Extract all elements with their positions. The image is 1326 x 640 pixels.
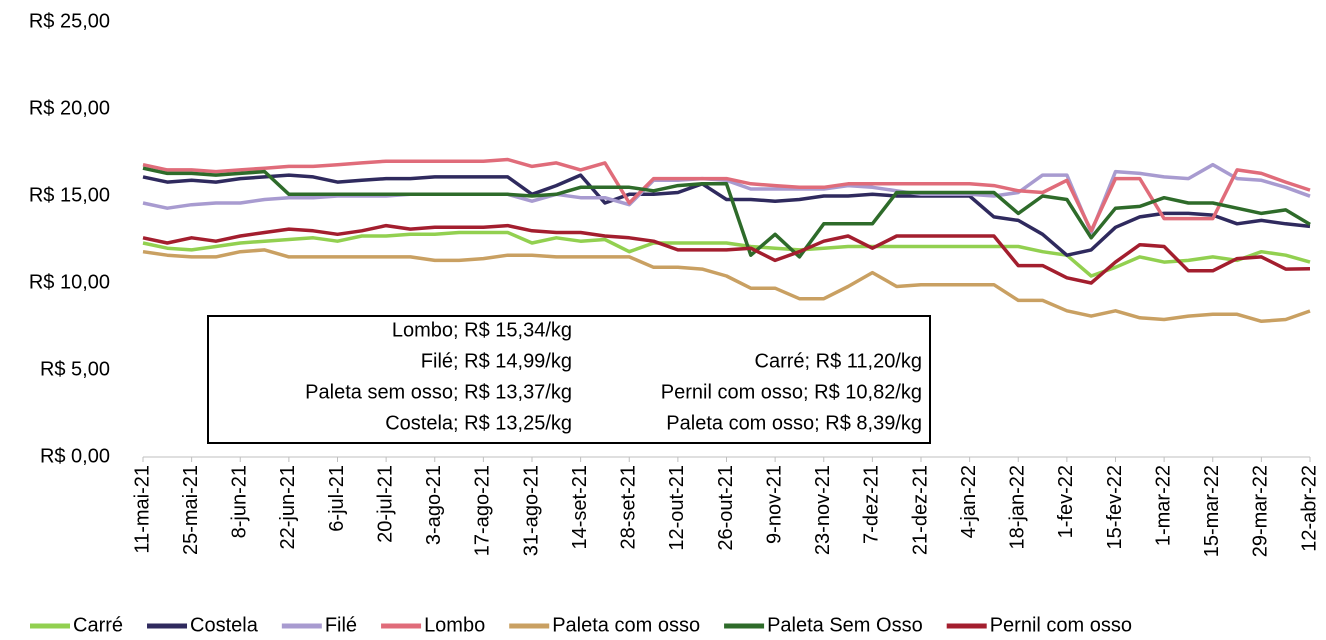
x-tick-label: 31-ago-21 [520, 465, 542, 556]
annotation-box [207, 315, 931, 444]
x-tick-label: 1-fev-22 [1055, 465, 1077, 538]
x-tick-label: 15-mar-22 [1201, 465, 1223, 557]
annotation-text: Carré; R$ 11,20/kg [755, 350, 923, 372]
annotation-text: Costela; R$ 13,25/kg [385, 412, 572, 434]
annotation-text: Pernil com osso; R$ 10,82/kg [661, 381, 922, 403]
x-tick-label: 4-jan-22 [958, 465, 980, 538]
y-tick-label: R$ 5,00 [40, 358, 110, 380]
series-line [142, 157, 1311, 233]
series-line [142, 230, 1311, 278]
x-tick-label: 28-set-21 [618, 465, 640, 550]
x-tick-label: 26-out-21 [715, 465, 737, 551]
y-tick-label: R$ 0,00 [40, 445, 110, 467]
x-tick-label: 3-ago-21 [423, 465, 445, 545]
annotation-text: Paleta sem osso; R$ 13,37/kg [305, 381, 572, 403]
x-tick-label: 21-dez-21 [909, 465, 931, 555]
x-tick-label: 25-mai-21 [180, 465, 202, 555]
series-line [142, 166, 1311, 259]
x-tick-label: 22-jun-21 [277, 465, 299, 550]
x-tick-label: 15-fev-22 [1104, 465, 1126, 550]
legend-label: Pernil com osso [990, 614, 1132, 636]
annotation-text: Filé; R$ 14,99/kg [421, 350, 572, 372]
x-tick-label: 20-jul-21 [374, 465, 396, 543]
x-tick-label: 11-mai-21 [131, 465, 153, 554]
x-tick-label: 7-dez-21 [861, 465, 883, 544]
x-tick-label: 1-mar-22 [1152, 465, 1174, 546]
x-tick-label: 12-out-21 [666, 465, 688, 551]
x-tick-label: 29-mar-22 [1250, 465, 1272, 557]
legend-label: Costela [190, 614, 259, 636]
x-tick-label: 23-nov-21 [812, 465, 834, 555]
y-tick-label: R$ 10,00 [29, 271, 110, 293]
y-tick-label: R$ 25,00 [29, 10, 110, 32]
annotation-text: Paleta com osso; R$ 8,39/kg [666, 412, 922, 434]
x-tick-label: 18-jan-22 [1007, 465, 1029, 550]
legend-label: Paleta Sem Osso [767, 614, 923, 636]
x-tick-label: 6-jul-21 [326, 465, 348, 532]
x-tick-label: 8-jun-21 [229, 465, 251, 538]
legend-label: Filé [325, 614, 357, 636]
x-tick-label: 17-ago-21 [472, 465, 494, 556]
x-tick-label: 12-abr-22 [1298, 465, 1320, 552]
legend-label: Lombo [424, 614, 485, 636]
legend-label: Carré [73, 614, 123, 636]
x-tick-label: 14-set-21 [569, 465, 591, 550]
y-tick-label: R$ 15,00 [29, 184, 110, 206]
series-line [142, 223, 1311, 285]
series-line [142, 248, 1311, 324]
series-line [142, 173, 1311, 257]
y-tick-label: R$ 20,00 [29, 97, 110, 119]
annotation-text: Lombo; R$ 15,34/kg [392, 319, 572, 341]
legend-label: Paleta com osso [552, 614, 700, 636]
x-tick-label: 9-nov-21 [763, 465, 785, 544]
